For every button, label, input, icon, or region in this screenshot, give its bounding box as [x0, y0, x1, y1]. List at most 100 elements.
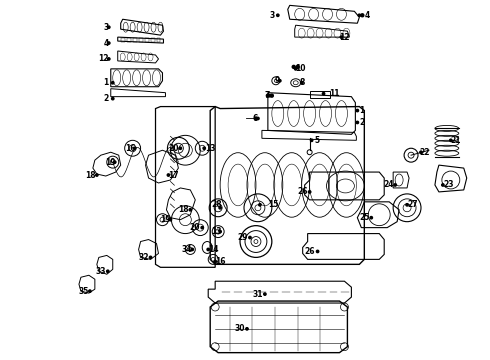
Text: 31: 31 [252, 289, 263, 298]
Text: 17: 17 [169, 171, 179, 180]
Text: 21: 21 [451, 136, 461, 145]
Ellipse shape [249, 237, 251, 239]
Bar [139, 38, 143, 42]
Ellipse shape [108, 58, 110, 60]
Text: 5: 5 [315, 136, 320, 145]
Ellipse shape [167, 174, 170, 176]
Bar [145, 38, 148, 42]
Text: 19: 19 [105, 158, 116, 167]
Text: 3: 3 [270, 11, 275, 20]
Ellipse shape [219, 230, 221, 233]
Ellipse shape [294, 68, 297, 70]
Ellipse shape [450, 139, 452, 141]
Ellipse shape [96, 174, 98, 176]
Bar [133, 38, 137, 42]
Text: 15: 15 [268, 200, 278, 209]
Ellipse shape [340, 36, 343, 38]
Ellipse shape [169, 219, 171, 221]
Ellipse shape [259, 204, 261, 206]
Ellipse shape [257, 117, 259, 120]
Ellipse shape [189, 208, 192, 211]
Ellipse shape [322, 93, 325, 95]
Ellipse shape [267, 94, 270, 97]
Text: 33: 33 [95, 267, 106, 276]
Ellipse shape [441, 184, 444, 186]
Text: 12: 12 [340, 33, 350, 42]
Ellipse shape [108, 26, 110, 28]
Text: 4: 4 [103, 39, 109, 48]
Ellipse shape [311, 139, 313, 141]
Ellipse shape [254, 117, 257, 120]
Ellipse shape [420, 151, 422, 153]
Ellipse shape [308, 191, 311, 193]
Text: 9: 9 [274, 76, 280, 85]
Ellipse shape [279, 80, 281, 82]
Text: 24: 24 [384, 180, 394, 189]
Text: 35: 35 [78, 287, 89, 296]
Text: 6: 6 [253, 114, 258, 123]
Ellipse shape [317, 250, 319, 253]
Ellipse shape [191, 248, 194, 251]
Ellipse shape [292, 66, 295, 68]
Text: 7: 7 [265, 91, 270, 100]
Ellipse shape [108, 42, 110, 44]
Ellipse shape [201, 226, 203, 229]
Bar [156, 38, 161, 42]
Ellipse shape [114, 161, 116, 163]
Text: 25: 25 [359, 213, 369, 222]
Ellipse shape [112, 98, 114, 100]
Ellipse shape [394, 184, 396, 186]
Text: 12: 12 [98, 54, 109, 63]
Ellipse shape [112, 82, 114, 84]
Text: 13: 13 [205, 144, 216, 153]
Ellipse shape [107, 270, 109, 273]
Text: 20: 20 [168, 144, 178, 153]
Ellipse shape [356, 109, 359, 112]
Ellipse shape [358, 14, 361, 17]
Ellipse shape [179, 147, 182, 149]
Text: 10: 10 [294, 64, 305, 73]
Ellipse shape [269, 94, 271, 97]
Text: 1: 1 [103, 78, 109, 87]
Ellipse shape [133, 147, 136, 149]
Text: 22: 22 [419, 148, 430, 157]
Ellipse shape [89, 290, 91, 292]
Ellipse shape [296, 66, 299, 68]
Text: 16: 16 [215, 257, 226, 266]
Text: 20: 20 [190, 223, 200, 232]
Ellipse shape [370, 216, 372, 219]
Text: 27: 27 [407, 200, 417, 209]
Text: 18: 18 [85, 171, 96, 180]
Text: 11: 11 [329, 89, 340, 98]
Ellipse shape [406, 204, 408, 206]
Ellipse shape [207, 248, 209, 251]
Ellipse shape [214, 260, 217, 262]
Ellipse shape [219, 207, 221, 209]
Text: 30: 30 [235, 324, 245, 333]
Bar [310, 91, 329, 98]
Ellipse shape [264, 293, 266, 295]
Ellipse shape [203, 147, 205, 149]
Text: 2: 2 [359, 118, 365, 127]
Ellipse shape [246, 328, 248, 330]
Text: 18: 18 [178, 205, 188, 214]
Text: 32: 32 [138, 253, 148, 262]
Text: 23: 23 [444, 180, 454, 189]
Ellipse shape [300, 82, 303, 84]
Text: 8: 8 [300, 78, 305, 87]
Text: 26: 26 [304, 247, 315, 256]
Bar [121, 38, 124, 42]
Bar [150, 38, 154, 42]
Ellipse shape [361, 14, 364, 17]
Ellipse shape [149, 256, 152, 258]
Ellipse shape [277, 14, 279, 17]
Bar [127, 38, 131, 42]
Ellipse shape [270, 94, 273, 97]
Text: 2: 2 [103, 94, 109, 103]
Text: 1: 1 [359, 106, 365, 115]
Text: 3: 3 [103, 23, 109, 32]
Text: 34: 34 [182, 245, 192, 254]
Text: 16: 16 [125, 144, 136, 153]
Ellipse shape [356, 121, 359, 123]
Text: 4: 4 [365, 11, 369, 20]
